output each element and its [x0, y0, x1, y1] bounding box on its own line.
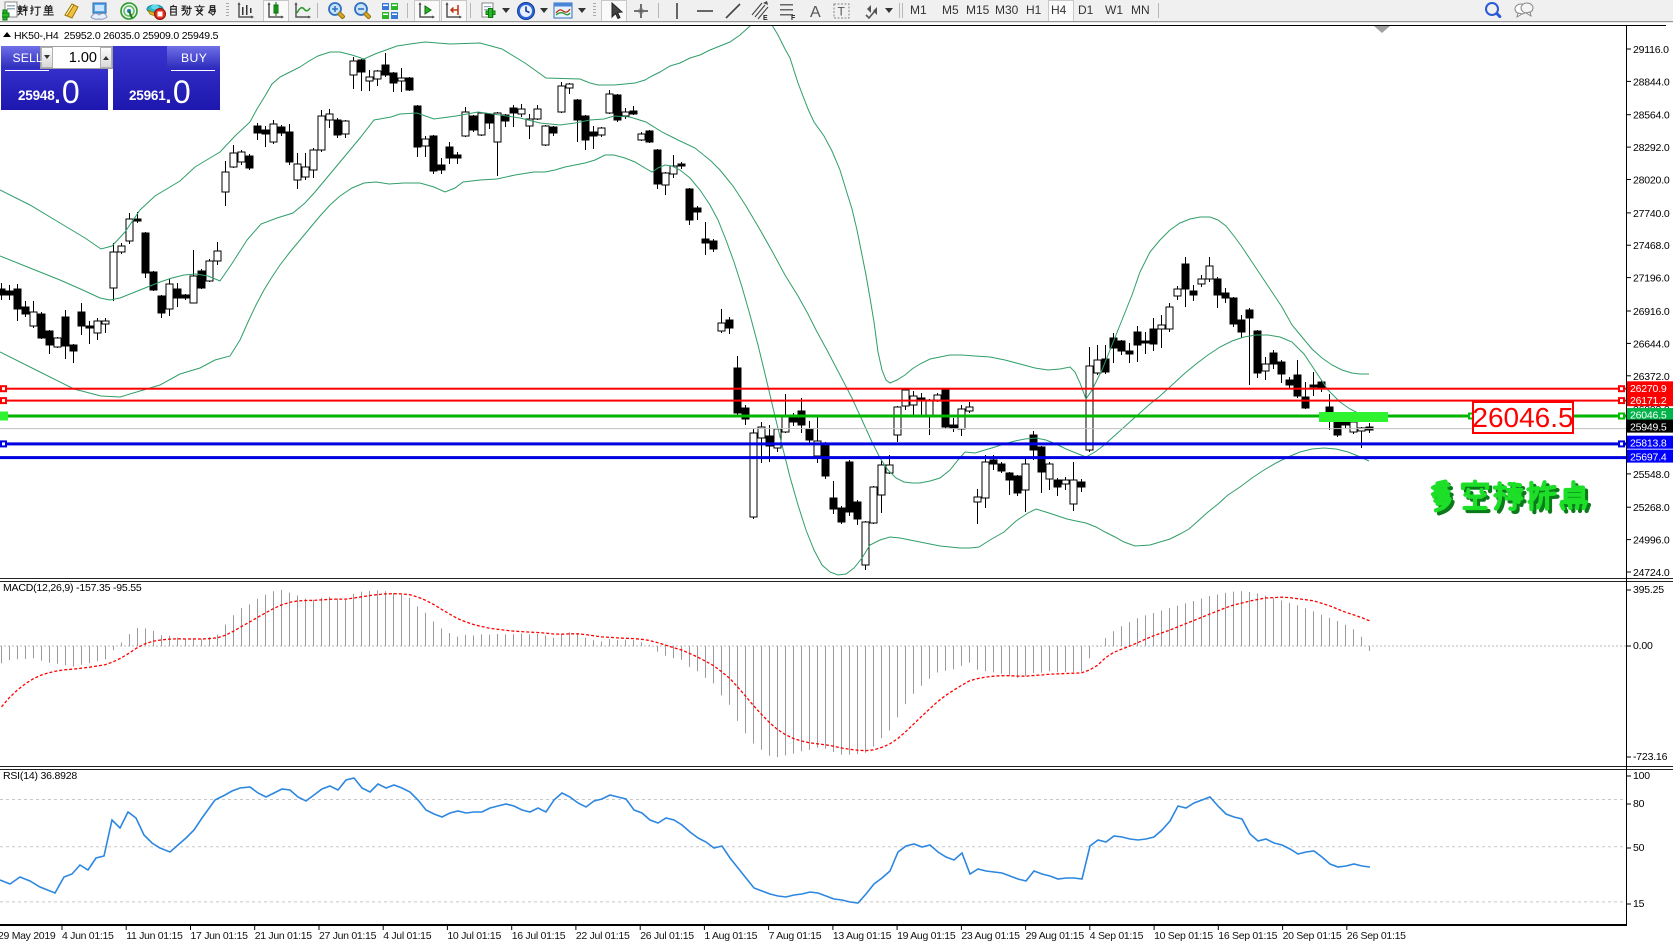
svg-text:29 Aug 01:15: 29 Aug 01:15: [1026, 930, 1085, 942]
svg-text:25949.5: 25949.5: [1630, 421, 1667, 433]
svg-text:7 Aug 01:15: 7 Aug 01:15: [769, 930, 822, 942]
svg-text:80: 80: [1633, 798, 1645, 810]
svg-text:25813.8: 25813.8: [1630, 437, 1667, 449]
svg-text:26 Jul 01:15: 26 Jul 01:15: [640, 930, 694, 942]
svg-text:4 Jun 01:15: 4 Jun 01:15: [62, 930, 114, 942]
svg-text:11 Jun 01:15: 11 Jun 01:15: [126, 930, 183, 942]
svg-text:0.00: 0.00: [1633, 640, 1653, 652]
svg-text:16 Jul 01:15: 16 Jul 01:15: [512, 930, 566, 942]
svg-text:27740.0: 27740.0: [1633, 208, 1670, 220]
svg-text:22 Jul 01:15: 22 Jul 01:15: [576, 930, 630, 942]
svg-text:4 Jul 01:15: 4 Jul 01:15: [383, 930, 432, 942]
svg-text:27468.0: 27468.0: [1633, 240, 1670, 252]
svg-text:4 Sep 01:15: 4 Sep 01:15: [1090, 930, 1144, 942]
svg-text:17 Jun 01:15: 17 Jun 01:15: [191, 930, 249, 942]
svg-text:19 Aug 01:15: 19 Aug 01:15: [897, 930, 956, 942]
svg-text:26 Sep 01:15: 26 Sep 01:15: [1347, 930, 1406, 942]
svg-text:28292.0: 28292.0: [1633, 142, 1670, 154]
svg-text:10 Sep 01:15: 10 Sep 01:15: [1154, 930, 1213, 942]
svg-text:24724.0: 24724.0: [1633, 567, 1670, 579]
svg-text:26171.2: 26171.2: [1630, 395, 1667, 407]
svg-text:26644.0: 26644.0: [1633, 338, 1670, 350]
svg-text:T: T: [838, 5, 846, 19]
svg-text:13 Aug 01:15: 13 Aug 01:15: [833, 930, 892, 942]
svg-text:24996.0: 24996.0: [1633, 535, 1670, 547]
svg-text:50: 50: [1633, 842, 1645, 854]
svg-text:25548.0: 25548.0: [1633, 469, 1670, 481]
svg-text:20 Sep 01:15: 20 Sep 01:15: [1283, 930, 1342, 942]
svg-text:1 Aug 01:15: 1 Aug 01:15: [704, 930, 757, 942]
svg-text:HK50-,H4 25952.0 26035.0 2590: HK50-,H4 25952.0 26035.0 25909.0 25949.5: [14, 30, 219, 42]
svg-text:29116.0: 29116.0: [1633, 44, 1669, 56]
svg-text:RSI(14) 36.8928: RSI(14) 36.8928: [3, 770, 77, 782]
svg-text:26372.0: 26372.0: [1633, 371, 1670, 383]
svg-text:26046.5: 26046.5: [1630, 410, 1667, 422]
svg-text:F: F: [791, 15, 796, 21]
svg-text:-723.16: -723.16: [1633, 751, 1668, 763]
svg-text:25697.4: 25697.4: [1630, 451, 1667, 463]
svg-text:15: 15: [1633, 898, 1645, 910]
svg-text:16 Sep 01:15: 16 Sep 01:15: [1218, 930, 1277, 942]
svg-text:A: A: [810, 4, 821, 21]
svg-text:21 Jun 01:15: 21 Jun 01:15: [255, 930, 313, 942]
svg-text:23 Aug 01:15: 23 Aug 01:15: [961, 930, 1020, 942]
svg-text:10 Jul 01:15: 10 Jul 01:15: [447, 930, 501, 942]
svg-text:100: 100: [1633, 770, 1650, 782]
svg-text:26046.5: 26046.5: [1472, 402, 1573, 433]
svg-text:28564.0: 28564.0: [1633, 110, 1670, 122]
svg-text:27 Jun 01:15: 27 Jun 01:15: [319, 930, 377, 942]
svg-text:MACD(12,26,9) -157.35 -95.55: MACD(12,26,9) -157.35 -95.55: [3, 582, 142, 594]
svg-text:E: E: [763, 15, 768, 21]
svg-text:26916.0: 26916.0: [1633, 306, 1670, 318]
svg-text:28020.0: 28020.0: [1633, 175, 1670, 187]
svg-text:29 May 2019: 29 May 2019: [0, 930, 56, 942]
svg-text:26270.9: 26270.9: [1630, 383, 1667, 395]
svg-text:27196.0: 27196.0: [1633, 273, 1670, 285]
svg-text:28844.0: 28844.0: [1633, 76, 1670, 88]
svg-text:25268.0: 25268.0: [1633, 502, 1670, 514]
svg-text:395.25: 395.25: [1633, 584, 1664, 596]
